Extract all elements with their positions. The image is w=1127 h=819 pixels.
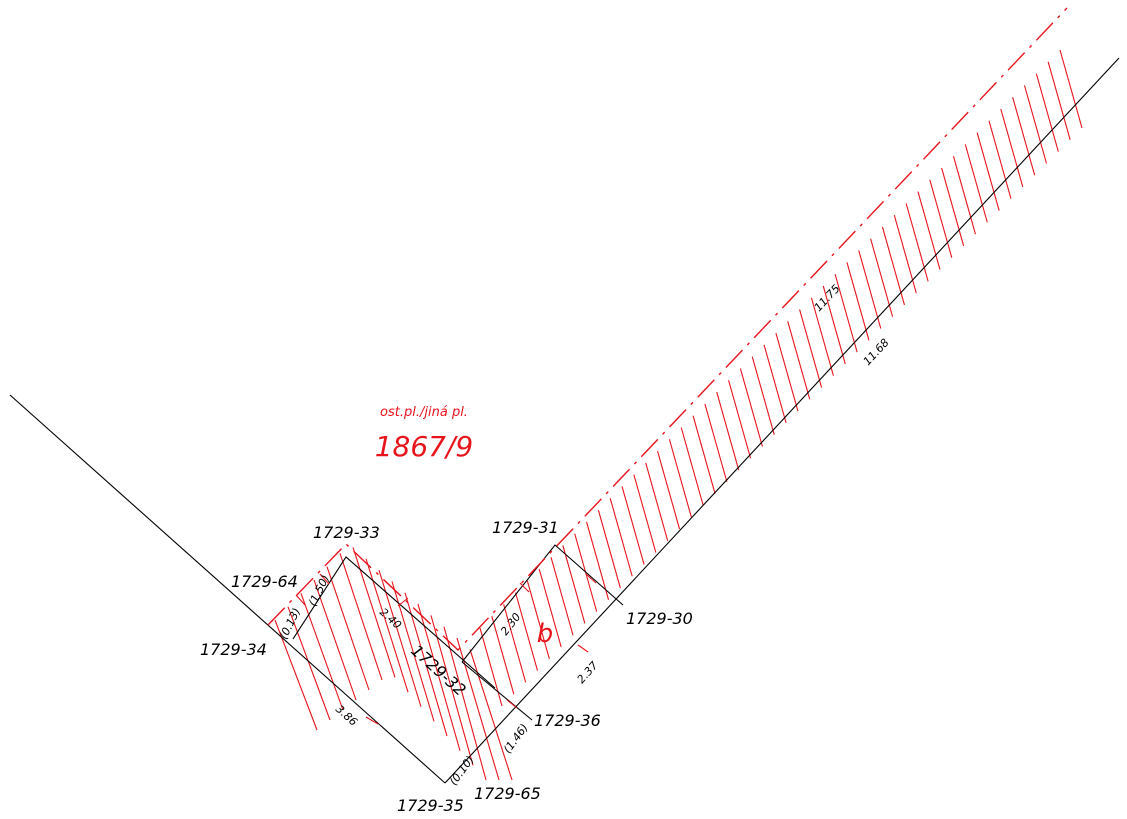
hatch-line [988,120,1012,199]
hatch-line [443,626,487,781]
point-label-1729-30: 1729-30 [626,609,693,628]
hatch-line [739,368,763,447]
point-label-1729-65: 1729-65 [474,784,541,803]
hatch-line [339,553,383,681]
point-label-1729-34: 1729-34 [200,640,267,659]
boundary-building-left [292,556,496,689]
tick-mark [506,699,518,709]
hatch-line [822,285,846,365]
boundary-line-east [444,57,1120,784]
tick-mark [295,594,306,606]
hatch-line [917,191,941,270]
hatch-line [976,132,1000,211]
hatch-line [728,380,752,459]
hatch-line [704,403,728,483]
hatch-line [787,321,811,400]
hatch-line [929,179,953,258]
tick-mark [519,582,530,593]
hatch-line [1012,97,1036,176]
point-label-1729-33: 1729-33 [313,523,380,542]
hatch-line [941,167,965,247]
hatch-line [846,262,870,341]
hatch-line [326,566,370,691]
hatched-area [274,49,1083,781]
tick-mark [319,573,330,585]
hatch-line [763,344,787,424]
hatch-line [479,627,503,707]
hatch-line [503,604,527,683]
dimension-2-30: 2.30 [498,611,523,638]
hatch-line [633,474,657,553]
dimension-3-86: 3.86 [333,703,360,729]
hatch-line [586,521,610,600]
hatch-line [597,509,621,589]
hatch-line [313,579,357,701]
tick-mark [397,597,409,607]
boundary-line-west [9,394,446,784]
boundary-building-right [461,544,624,663]
parcel-type-label: ost.pl./jiná pl. [380,405,468,420]
hatch-line [692,415,716,494]
hatch-line [609,498,633,577]
hatch-line [799,309,823,388]
hatch-line [834,273,858,353]
hatch-line [810,297,834,376]
dimension-1-46: (1.46) [501,721,531,755]
point-label-1729-31: 1729-31 [492,518,559,537]
existing-boundaries [9,57,1120,784]
hatch-line [378,569,422,707]
point-label-1729-35: 1729-35 [397,796,464,815]
dimension-0-10: (0.10) [447,753,477,787]
tick-mark [365,716,379,725]
parcel-number: 1867/9 [375,430,474,463]
hatch-line [621,486,645,565]
hatch-line [645,462,669,542]
hatch-line [562,545,586,624]
hatch-line [858,250,882,329]
point-label-1729-64: 1729-64 [231,572,298,591]
hatch-line [1035,73,1059,152]
hatch-line [514,592,539,671]
dimension-1-50: (1.50) [306,573,332,608]
point-label-1729-36: 1729-36 [534,711,601,730]
hatch-line [680,427,704,506]
hatch-line [430,615,474,766]
hatch-line [775,332,799,412]
hatch-line [456,637,500,781]
hatch-line [526,580,550,659]
boundary-line-inner-1 [461,661,533,721]
hatch-line [365,558,409,693]
dimension-11-68: 11.68 [861,336,892,368]
hatch-line [1047,61,1071,140]
hatch-line [716,391,740,471]
hatch-line [751,356,775,435]
hatch-line [668,439,692,518]
hatch-line [1023,85,1048,164]
hatch-line [404,592,448,737]
dimension-2-37: 2.37 [575,659,601,686]
parcel-part-letter: b [537,619,554,649]
hatch-line [657,450,681,530]
hatch-line [491,616,515,695]
dimension-11-75: 11.75 [812,282,843,314]
new-boundary-line [267,7,1068,651]
hatch-line [417,603,461,751]
hatch-line [952,156,976,235]
hatch-line [300,593,344,711]
hatch-line [905,203,929,282]
hatch-line [550,557,574,636]
hatch-line [538,568,562,648]
hatch-line [287,606,331,721]
hatch-line [870,238,894,317]
hatch-line [964,144,988,223]
tick-mark [585,573,597,584]
hatch-line [1000,108,1024,188]
hatch-line [1059,49,1083,129]
boundary-ticks [295,573,597,725]
tick-mark [577,644,589,653]
hatch-line [469,649,513,781]
